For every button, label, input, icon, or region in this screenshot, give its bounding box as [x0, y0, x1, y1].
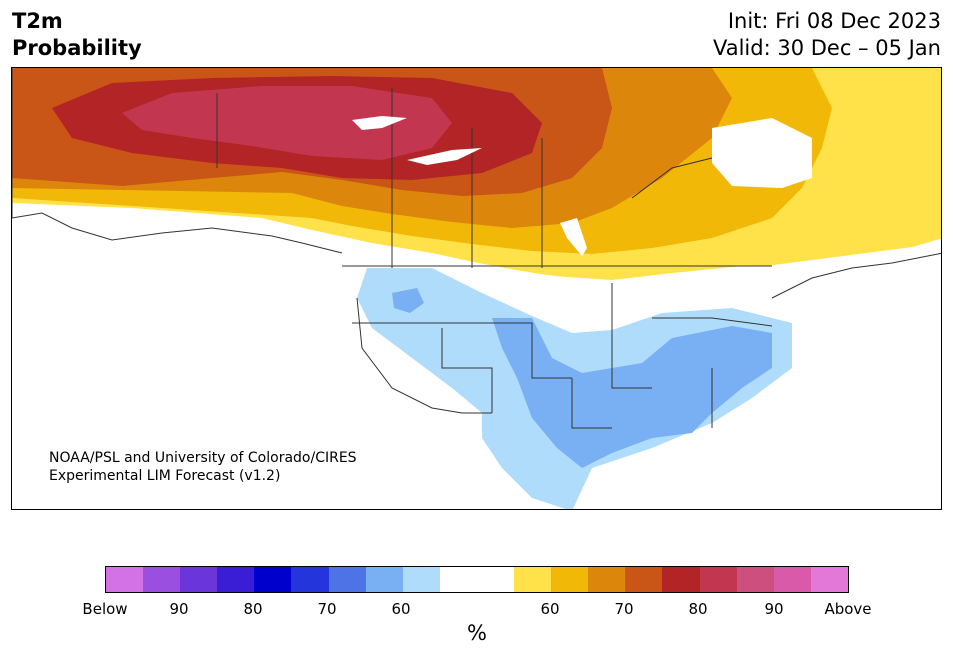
borders: [12, 68, 941, 429]
colorbar-swatch: [476, 567, 515, 592]
colorbar-swatch: [254, 567, 292, 592]
tick-below-90: 90: [169, 600, 189, 618]
colorbar-swatch: [699, 567, 737, 592]
colorbar-swatch: [143, 567, 181, 592]
colorbar-swatch: [402, 567, 440, 592]
colorbar-swatch: [106, 567, 144, 592]
tick-above-70: 70: [614, 600, 634, 618]
colorbar-swatch: [551, 567, 589, 592]
colorbar-swatch: [328, 567, 366, 592]
map-title: T2m Probability: [12, 8, 142, 62]
hudson-bay: [712, 118, 812, 188]
credit-line-2: Experimental LIM Forecast (v1.2): [49, 468, 281, 484]
title-line-1: T2m: [12, 9, 63, 33]
tick-below-60: 60: [391, 600, 411, 618]
great-slave-lake: [352, 116, 407, 130]
tick-above: Above: [824, 600, 872, 618]
tick-below: Below: [82, 600, 128, 618]
colorbar-swatch: [625, 567, 663, 592]
tick-below-80: 80: [243, 600, 263, 618]
colorbar-swatch: [439, 567, 477, 592]
colorbar-swatch: [588, 567, 626, 592]
colorbar-swatch: [810, 567, 848, 592]
below-70-region: [492, 318, 772, 468]
probability-map: [11, 67, 942, 510]
colorbar: [105, 566, 849, 593]
colorbar-swatch: [365, 567, 403, 592]
tick-above-60: 60: [540, 600, 560, 618]
colorbar-swatch: [291, 567, 329, 592]
valid-range: Valid: 30 Dec – 05 Jan: [712, 36, 941, 60]
colorbar-swatch: [180, 567, 218, 592]
colorbar-swatch: [773, 567, 811, 592]
init-date: Init: Fri 08 Dec 2023: [727, 9, 941, 33]
unit-label: %: [467, 621, 487, 645]
tick-above-90: 90: [764, 600, 784, 618]
colorbar-swatch: [736, 567, 774, 592]
tick-below-70: 70: [317, 600, 337, 618]
colorbar-swatch: [217, 567, 255, 592]
title-line-2: Probability: [12, 36, 142, 60]
credit-text: NOAA/PSL and University of Colorado/CIRE…: [49, 449, 357, 485]
lake-athabasca: [407, 148, 482, 165]
tick-above-80: 80: [688, 600, 708, 618]
map-canvas: [12, 68, 941, 509]
colorbar-swatch: [514, 567, 552, 592]
lake-winnipeg: [560, 218, 587, 256]
colorbar-swatch: [662, 567, 700, 592]
above-85-band: [122, 86, 452, 160]
below-70-spot: [392, 288, 424, 313]
forecast-dates: Init: Fri 08 Dec 2023 Valid: 30 Dec – 05…: [713, 8, 941, 62]
credit-line-1: NOAA/PSL and University of Colorado/CIRE…: [49, 450, 357, 466]
